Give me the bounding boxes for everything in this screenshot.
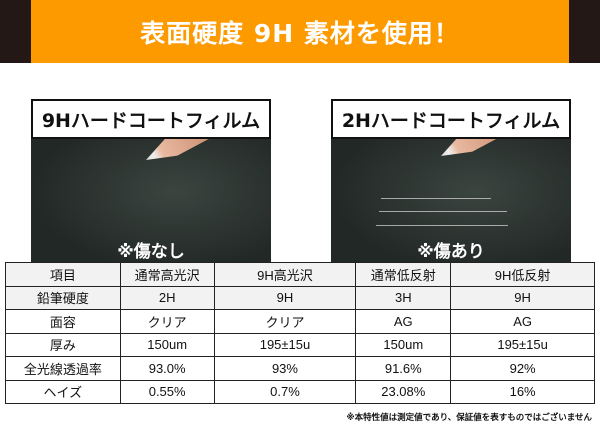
panel-9h: 9Hハードコートフィルム ※傷なし — [31, 99, 271, 270]
row-label-cell: 厚み — [5, 332, 121, 357]
table-cell: 9H — [213, 285, 357, 310]
header-cell: 9H低反射 — [450, 262, 595, 287]
table-cell: クリア — [119, 309, 215, 334]
header-cell: 9H高光沢 — [213, 262, 357, 287]
table-cell: AG — [355, 309, 452, 334]
pencil-image — [436, 139, 571, 166]
pencil-image — [141, 139, 271, 170]
panel-label: 9Hハードコートフィルム — [31, 99, 271, 139]
scratch-line — [381, 198, 491, 199]
table-cell: AG — [450, 309, 595, 334]
table-row: 厚み 150um 195±15u 150um 195±15u — [5, 332, 595, 357]
table-cell: 16% — [450, 379, 595, 404]
table-row: 面容 クリア クリア AG AG — [5, 309, 595, 334]
table-cell: 195±15u — [213, 332, 357, 357]
table-cell: 91.6% — [355, 356, 452, 381]
footnote: ※本特性値は測定値であり、保証値を表すものではございません — [346, 413, 592, 423]
pencil-photo-no-scratch: ※傷なし — [31, 139, 271, 270]
panel-label: 2Hハードコートフィルム — [331, 99, 571, 139]
table-header-row: 項目 通常高光沢 9H高光沢 通常低反射 9H低反射 — [5, 262, 595, 287]
header-cell: 項目 — [5, 262, 121, 287]
table-cell: 3H — [355, 285, 452, 310]
header-cell: 通常高光沢 — [119, 262, 215, 287]
row-label-cell: ヘイズ — [5, 379, 121, 404]
table-cell: 9H — [450, 285, 595, 310]
table-cell: 0.55% — [119, 379, 215, 404]
table-cell: 92% — [450, 356, 595, 381]
table-cell: 0.7% — [213, 379, 357, 404]
scratch-line — [376, 225, 508, 226]
header-cell: 通常低反射 — [355, 262, 452, 287]
panel-2h: 2Hハードコートフィルム ※傷あり — [331, 99, 571, 270]
table-cell: クリア — [213, 309, 357, 334]
table-row: 鉛筆硬度 2H 9H 3H 9H — [5, 285, 595, 310]
table-cell: 93% — [213, 356, 357, 381]
table-cell: 23.08% — [355, 379, 452, 404]
scratch-line — [379, 211, 507, 212]
spec-table: 項目 通常高光沢 9H高光沢 通常低反射 9H低反射 鉛筆硬度 2H 9H 3H 9H 面… — [5, 262, 595, 404]
table-row: 全光線透過率 93.0% 93% 91.6% 92% — [5, 356, 595, 381]
row-label-cell: 鉛筆硬度 — [5, 285, 121, 310]
table-cell: 195±15u — [450, 332, 595, 357]
table-cell: 2H — [119, 285, 215, 310]
table-cell: 150um — [355, 332, 452, 357]
table-cell: 93.0% — [119, 356, 215, 381]
panel-caption: ※傷あり — [417, 242, 485, 262]
banner: 表面硬度 9H 素材を使用！ — [0, 0, 600, 63]
banner-title: 表面硬度 9H 素材を使用！ — [31, 0, 569, 63]
table-cell: 150um — [119, 332, 215, 357]
pencil-photo-scratched: ※傷あり — [331, 139, 571, 270]
panel-caption: ※傷なし — [117, 242, 185, 262]
table-row: ヘイズ 0.55% 0.7% 23.08% 16% — [5, 379, 595, 404]
row-label-cell: 全光線透過率 — [5, 356, 121, 381]
row-label-cell: 面容 — [5, 309, 121, 334]
